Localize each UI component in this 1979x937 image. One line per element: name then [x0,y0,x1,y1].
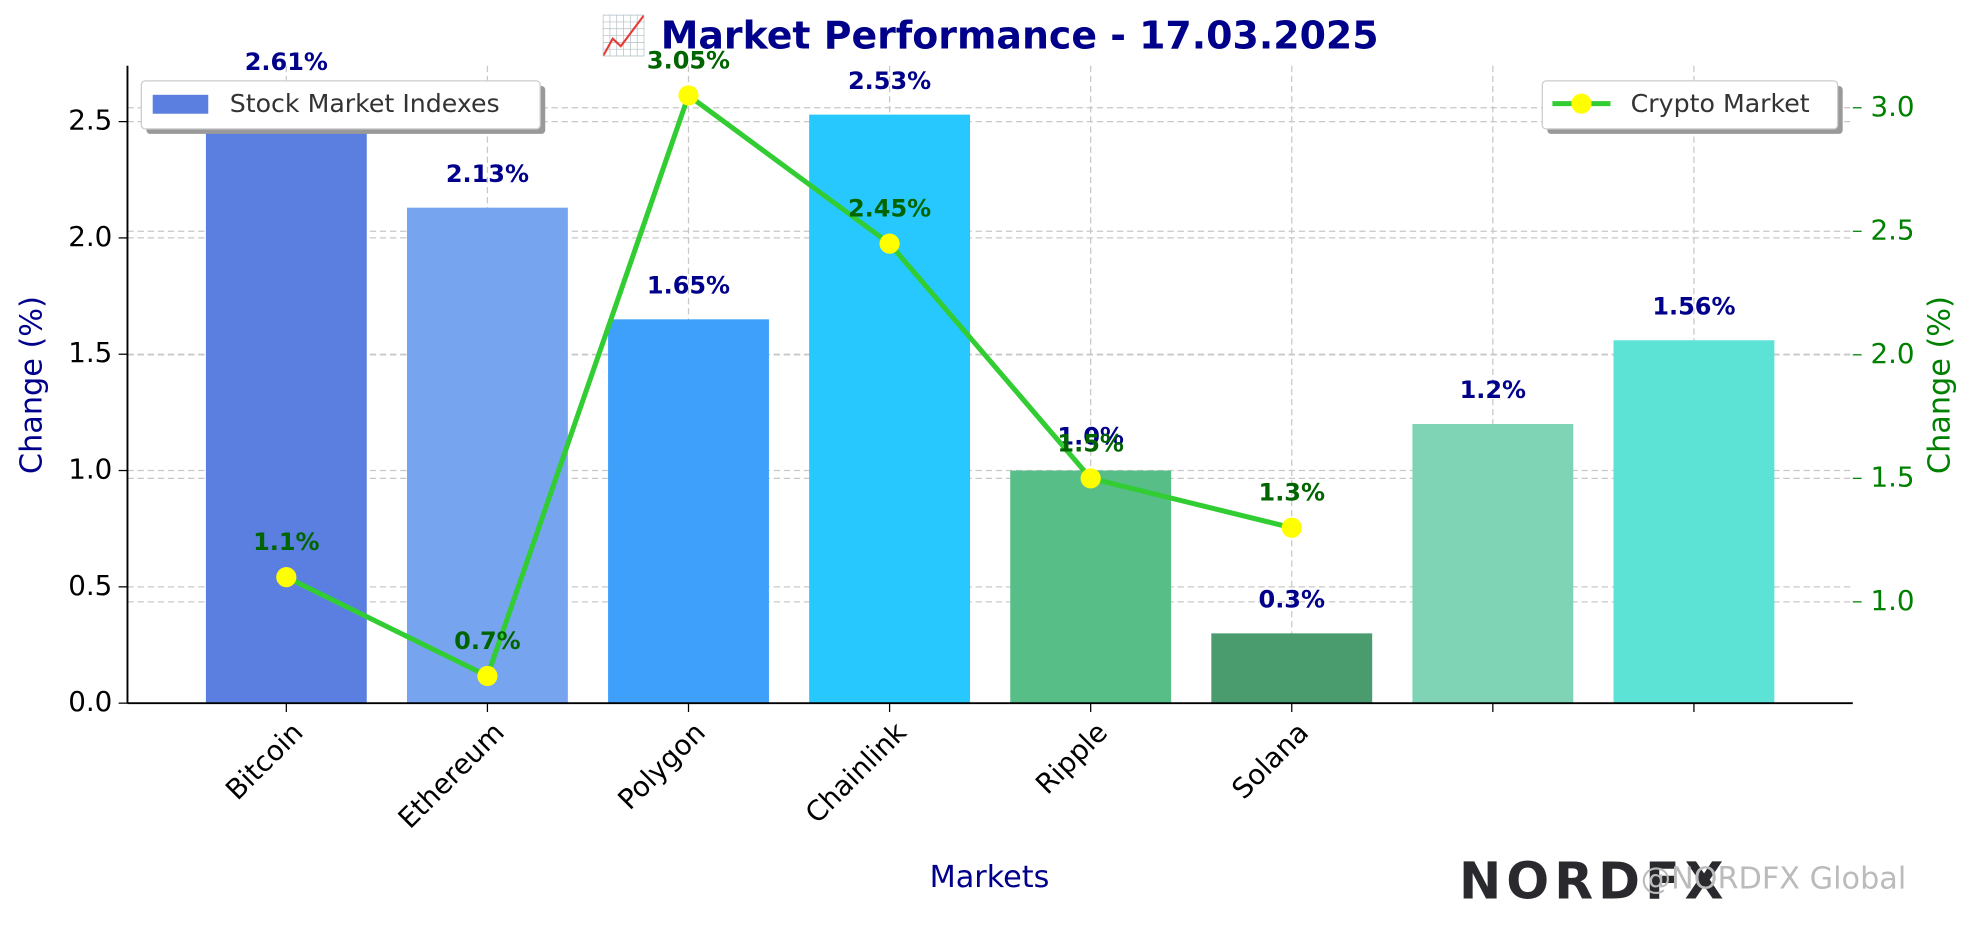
x-tick-label: Ethereum [391,716,510,835]
x-tick-label: Polygon [611,716,711,816]
marker [477,665,498,687]
bar [406,207,568,704]
x-tick-label: Solana [1225,716,1315,806]
y-tick-label: 1.5 [68,336,112,369]
marker [1281,517,1302,538]
y-tick-label: 1.0 [68,453,112,486]
bar-value-label: 1.0% [1057,423,1123,451]
bar-value-label: 1.56% [1652,292,1735,320]
bar-value-label: 1.65% [647,272,730,300]
legend-label: Crypto Market [1631,89,1810,118]
bar [608,319,769,704]
marker [879,233,900,254]
bar-value-label: 2.61% [245,48,328,76]
bar [1412,424,1574,704]
watermark-logo: NORDFX [1459,851,1729,910]
bar [205,96,367,704]
y2-tick-label: 2.0 [1870,337,1914,370]
legend: Stock Market Indexes [140,80,546,134]
legend-box [1541,80,1839,130]
y-tick-label: 0.0 [68,685,112,718]
line-value-label: 0.7% [454,627,520,655]
y2-axis-label: Change (%) [1923,296,1958,474]
line-value-label: 1.1% [253,528,319,556]
legend-marker [1571,93,1592,114]
marker [1080,468,1101,489]
y2-tick-label: 2.5 [1870,213,1914,246]
y2-tick-label: 1.0 [1870,584,1914,617]
x-tick-label: Bitcoin [219,716,310,807]
line-value-label: 1.5% [1057,429,1123,457]
y-tick-label: 2.0 [68,220,112,253]
y2-tick-label: 1.5 [1870,460,1914,493]
bar-value-label: 0.3% [1259,586,1325,614]
chart-title: 📈 Market Performance - 17.03.2025 [600,14,1378,58]
line [285,92,1293,679]
bar-value-label: 2.13% [446,160,529,188]
legend-box [140,80,541,130]
watermark-handle: @NORDFX Global [1641,861,1907,896]
line-value-label: 2.45% [848,195,931,223]
y-tick-label: 2.5 [68,104,112,137]
bar [1613,340,1775,704]
bar [809,114,971,704]
y2-tick-label: 3.0 [1870,90,1914,123]
marker [678,85,699,106]
bar-value-label: 1.2% [1460,376,1526,404]
bar-value-label: 2.53% [848,67,931,95]
x-tick-label: Chainlink [799,716,913,830]
bar [1211,633,1373,704]
x-tick-label: Ripple [1029,716,1114,801]
legend: Crypto Market [1541,80,1843,134]
y-axis-label: Change (%) [14,296,49,474]
x-axis-label: Markets [930,860,1050,895]
legend-swatch [152,94,209,114]
bar [1010,470,1172,704]
line-value-label: 1.3% [1259,479,1325,507]
marker [276,567,297,588]
grid [127,65,1853,704]
line-value-label: 3.05% [647,46,730,74]
y-tick-label: 0.5 [68,569,112,602]
legend-label: Stock Market Indexes [230,89,500,118]
